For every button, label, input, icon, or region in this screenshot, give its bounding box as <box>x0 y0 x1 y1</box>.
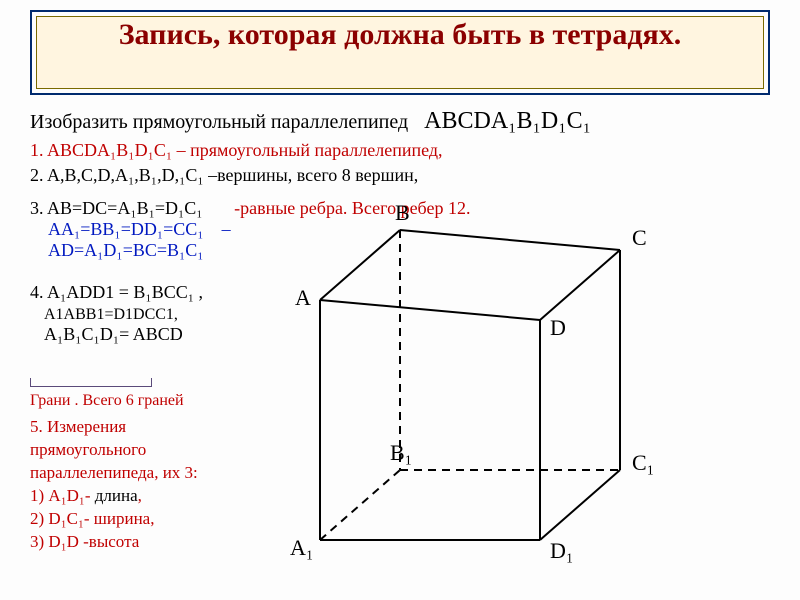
item3-head: 3. AB=DC=A₁B₁=D₁C₁ <box>30 198 203 218</box>
item5-l1b: длина <box>95 486 138 505</box>
faces-text: Грани . Всего 6 граней <box>30 392 184 409</box>
item5-h2: прямоугольного <box>30 440 146 459</box>
item4: 4. A₁ADD1 = B₁BCC₁ , A1ABB1=D1DCC1, A₁B₁… <box>30 282 203 345</box>
item1: 1. ABCDA₁B₁D₁C₁ – прямоугольный параллел… <box>30 140 443 161</box>
item4-l3: A₁B₁C₁D₁= ABCD <box>30 324 183 344</box>
item1-text: 1. ABCDA₁B₁D₁C₁ – прямоугольный параллел… <box>30 140 443 160</box>
item5-l1: 1) A₁D₁- длина, <box>30 486 142 505</box>
item5-l1a: 1) A₁D₁- <box>30 486 95 505</box>
slide-root: Запись, которая должна быть в тетрадях. … <box>0 0 800 600</box>
task-line: Изобразить прямоугольный параллелепипед … <box>30 108 591 135</box>
item5-l3: 3) D₁D -высота <box>30 532 139 551</box>
item4-l2: A1ABB1=D1DCC1, <box>30 306 178 323</box>
item5-l2: 2) D₁C₁- ширина, <box>30 509 154 528</box>
vertex-label-A1: A₁ <box>290 535 314 560</box>
item4-l1: 4. A₁ADD1 = B₁BCC₁ , <box>30 282 203 302</box>
vertex-label-C: C <box>632 225 647 250</box>
title-text: Запись, которая должна быть в тетрадях. <box>30 18 770 52</box>
faces-brace <box>30 378 152 387</box>
vertex-label-D: D <box>550 315 566 340</box>
title-box: Запись, которая должна быть в тетрадях. <box>30 10 770 95</box>
edge-D-C <box>540 250 620 320</box>
vertex-label-B: B <box>395 200 410 225</box>
item2-text: 2. A,B,C,D,A₁,B₁,D,₁C₁ –вершины, всего 8… <box>30 165 418 185</box>
edge-B-C <box>400 230 620 250</box>
item5: 5. Измерения прямоугольного параллелепип… <box>30 416 198 554</box>
task-prefix: Изобразить прямоугольный параллелепипед <box>30 111 408 133</box>
vertex-label-D1: D₁ <box>550 538 574 563</box>
item5-h: 5. Измерения <box>30 417 126 436</box>
vertex-label-B1: B₁ <box>390 440 412 465</box>
task-name: ABCDA₁B₁D₁C₁ <box>424 108 591 134</box>
item3-tail: AD=A₁D₁=BC=B₁C₁ <box>30 240 204 260</box>
edge-D1-C1 <box>540 470 620 540</box>
vertex-label-C1: C₁ <box>632 450 654 475</box>
edge-A-D <box>320 300 540 320</box>
item5-h3: параллелепипеда, их 3: <box>30 463 198 482</box>
edge-A-B <box>320 230 400 300</box>
item3-mid: AA₁=BB₁=DD₁=CC₁ <box>48 219 204 239</box>
vertex-label-A: A <box>295 285 311 310</box>
item5-l1c: , <box>138 486 142 505</box>
edge-A1-B1 <box>320 470 400 540</box>
cuboid-diagram: A B C D A₁ B₁ C₁ D₁ <box>280 190 780 590</box>
item2: 2. A,B,C,D,A₁,B₁,D,₁C₁ –вершины, всего 8… <box>30 165 418 186</box>
faces-line: Грани . Всего 6 граней <box>30 392 184 410</box>
cuboid-svg: A B C D A₁ B₁ C₁ D₁ <box>280 190 780 590</box>
